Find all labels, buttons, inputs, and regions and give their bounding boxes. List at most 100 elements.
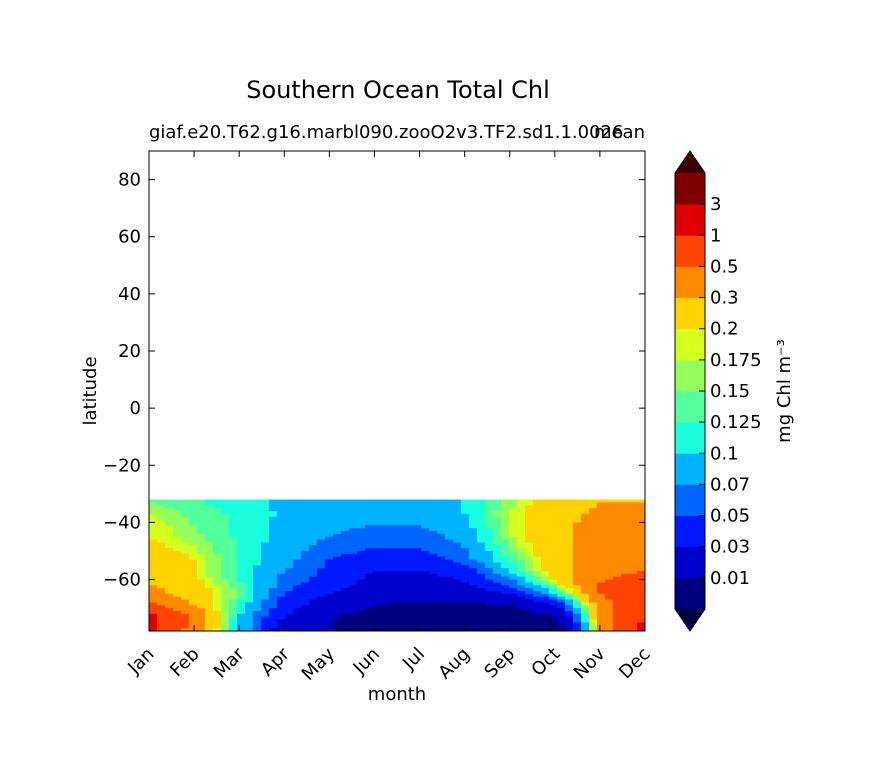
heatmap-cell [365,508,374,512]
heatmap-cell [621,505,630,509]
heatmap-cell [205,513,214,518]
heatmap-cell [453,576,462,581]
heatmap-cell [189,516,198,521]
heatmap-cell [357,522,366,526]
heatmap-cell [549,605,558,609]
heatmap-cell [189,628,198,631]
heatmap-cell [237,522,246,526]
heatmap-cell [237,502,246,506]
heatmap-cell [301,565,310,569]
heatmap-cell [533,505,542,509]
heatmap-cell [629,516,638,521]
heatmap-cell [213,533,222,538]
heatmap-cell [557,505,566,509]
heatmap-cell [589,619,598,624]
heatmap-cell [261,576,270,581]
colorbar-segment [675,204,705,236]
heatmap-cell [309,559,318,564]
heatmap-cell [525,622,534,626]
heatmap-cell [421,582,430,586]
heatmap-cell [197,588,206,592]
heatmap-cell [573,539,582,544]
heatmap-cell [453,545,462,549]
heatmap-cell [277,616,286,621]
heatmap-cell [437,573,446,578]
heatmap-cell [205,591,214,595]
heatmap-cell [221,556,230,561]
heatmap-cell [293,613,302,618]
heatmap-cell [597,545,606,549]
heatmap-cell [485,605,494,609]
heatmap-cell [285,576,294,581]
heatmap-cell [541,565,550,569]
heatmap-cell [149,551,158,555]
heatmap-cell [213,548,222,552]
heatmap-cell [549,539,558,544]
heatmap-cell [221,582,230,586]
heatmap-cell [445,542,454,546]
heatmap-cell [269,573,278,578]
heatmap-cell [181,616,190,621]
heatmap-cell [493,602,502,606]
heatmap-cell [525,508,534,512]
heatmap-cell [189,551,198,555]
heatmap-cell [541,551,550,555]
heatmap-cell [301,611,310,615]
heatmap-cell [589,616,598,621]
heatmap-cell [597,551,606,555]
heatmap-cell [389,602,398,606]
heatmap-cell [341,599,350,604]
heatmap-cell [493,505,502,509]
heatmap-cell [637,625,645,629]
heatmap-cell [597,608,606,612]
heatmap-cell [621,548,630,552]
heatmap-cell [509,613,518,618]
heatmap-cell [213,562,222,566]
heatmap-cell [597,579,606,584]
heatmap-cell [333,562,342,566]
heatmap-cell [613,608,622,612]
heatmap-cell [293,499,302,504]
heatmap-cell [597,528,606,532]
heatmap-cell [309,591,318,595]
heatmap-cell [197,571,206,575]
heatmap-cell [277,513,286,518]
heatmap-cell [229,531,238,535]
heatmap-cell [429,565,438,569]
heatmap-cell [477,568,486,572]
heatmap-cell [621,613,630,618]
heatmap-cell [149,613,158,618]
heatmap-cell [341,533,350,538]
heatmap-cell [365,571,374,575]
heatmap-cell [477,616,486,621]
heatmap-cell [541,576,550,581]
heatmap-cell [365,553,374,558]
heatmap-cell [389,608,398,612]
heatmap-cell [293,539,302,544]
heatmap-cell [285,596,294,601]
heatmap-cell [317,565,326,569]
heatmap-cell [229,605,238,609]
heatmap-cell [637,531,645,535]
heatmap-cell [205,542,214,546]
colorbar-tick-label: 0.05 [710,506,750,527]
heatmap-cell [277,551,286,555]
heatmap-cell [405,591,414,595]
heatmap-cell [397,519,406,524]
heatmap-cell [149,513,158,518]
heatmap-cell [349,625,358,629]
heatmap-cell [221,519,230,524]
heatmap-cell [253,542,262,546]
heatmap-cell [205,556,214,561]
heatmap-cell [477,508,486,512]
heatmap-cell [309,531,318,535]
heatmap-cell [581,548,590,552]
heatmap-cell [437,522,446,526]
heatmap-cell [557,545,566,549]
heatmap-cell [309,593,318,598]
heatmap-cell [237,593,246,598]
heatmap-cell [309,585,318,589]
heatmap-cell [261,579,270,584]
heatmap-cell [597,536,606,541]
heatmap-cell [501,608,510,612]
